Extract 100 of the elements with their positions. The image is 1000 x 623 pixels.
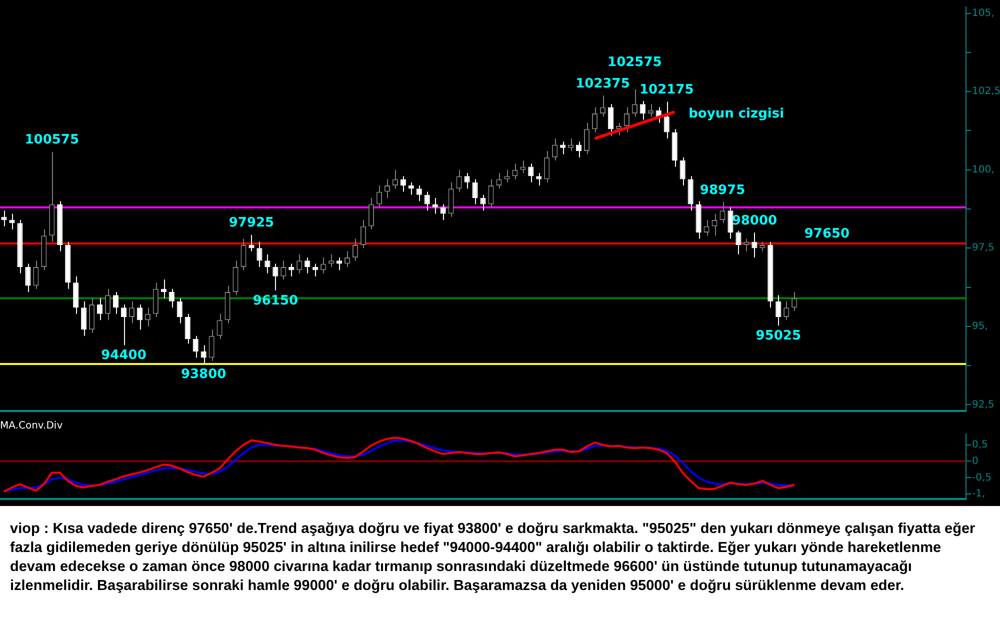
- candlestick: [81, 300, 87, 336]
- candlestick: [584, 122, 590, 155]
- candlestick: [632, 88, 638, 118]
- candlestick: [712, 213, 718, 236]
- candlestick: [552, 138, 558, 161]
- chart-title: MA.Conv.Div: [0, 420, 63, 432]
- candlestick: [128, 300, 135, 324]
- candlestick: [592, 106, 598, 133]
- annotation: 102375: [576, 76, 630, 92]
- candlestick: [144, 307, 150, 327]
- candlestick: [280, 260, 286, 280]
- ref-line-label: 97650: [804, 226, 850, 242]
- candlestick: [200, 344, 206, 365]
- y-tick-label: 92,5: [972, 399, 994, 410]
- candlestick: [1, 210, 7, 227]
- candlestick: [184, 313, 190, 344]
- candlestick: [168, 288, 174, 308]
- candlestick: [320, 257, 326, 274]
- candlestick: [688, 176, 694, 212]
- candlestick: [33, 260, 39, 290]
- candlestick: [752, 232, 758, 258]
- y-tick-label: 102,5: [972, 86, 1000, 98]
- candlestick: [136, 304, 143, 330]
- candlestick: [480, 194, 486, 212]
- candlestick: [328, 254, 334, 268]
- candlestick: [120, 304, 127, 346]
- candlestick: [640, 100, 646, 120]
- candlestick: [736, 230, 742, 255]
- annotation: 93800: [180, 366, 226, 382]
- y-tick-label: 95,: [972, 321, 988, 332]
- candlestick: [376, 185, 382, 208]
- candlestick: [104, 288, 111, 321]
- candlestick: [544, 150, 550, 183]
- candlestick: [456, 169, 462, 192]
- candlestick: [176, 298, 182, 324]
- candlestick: [728, 206, 734, 240]
- candlestick: [440, 204, 446, 220]
- text: viop : Kısa vadede direnç 97650' de.Trend aşağıya doğru ve fiyat 93800' e doğru sarkmakta. "95025" den yukarı dönmeye çalışan fiyatta eğer fazla gidilemeden geriye dönülüp 95025' in altına inilirse hedef "94000-94400" aralığı olabilir o taktirde. Eğer yukarı yönde hareketlenme devam edecekse o zaman önce 98000 civarına kadar tırmanıp sonrasındaki düzeltmede 96600' ün üstünde tutunup tutunamayacağı izlenmelidir. Başarabilirse sonraki hamle 99000' e doğru olabilir. Başaramazsa da yeniden 95000' e doğru sürüklenme devam eder.: [9, 520, 976, 596]
- candlestick: [112, 291, 119, 314]
- candlestick: [240, 238, 246, 271]
- candlestick: [208, 329, 214, 362]
- candlestick: [624, 106, 630, 133]
- candlestick: [192, 335, 198, 358]
- annotation: 102575: [608, 55, 662, 70]
- candlestick: [416, 185, 422, 202]
- candlestick: [680, 156, 686, 186]
- candlestick: [304, 257, 310, 274]
- candlestick: [352, 238, 358, 262]
- y-tick-label: 100,: [972, 164, 994, 176]
- candlestick: [248, 234, 254, 252]
- candlestick: [656, 106, 662, 124]
- candlestick: [256, 241, 262, 268]
- y-tick-label: -1,: [972, 488, 986, 500]
- candlestick: [232, 260, 238, 296]
- candlestick: [792, 291, 798, 312]
- candlestick: [528, 163, 534, 183]
- candlestick: [272, 263, 278, 291]
- annotation: 97925: [228, 216, 274, 231]
- candlestick: [664, 101, 670, 140]
- y-tick-label: 0,5: [972, 439, 988, 450]
- annotation: 98975: [700, 182, 746, 198]
- candlestick: [464, 172, 470, 190]
- y-tick-label: 0: [972, 456, 978, 467]
- candlestick: [496, 172, 502, 190]
- candlestick: [776, 294, 782, 326]
- candlestick: [392, 169, 398, 190]
- y-tick-label: 105,: [972, 8, 994, 19]
- candlestick: [336, 257, 342, 271]
- candlestick: [360, 219, 366, 249]
- candlestick: [472, 178, 478, 205]
- candlestick: [73, 276, 79, 314]
- candlestick: [520, 160, 526, 174]
- candlestick: [216, 313, 222, 340]
- candlestick: [608, 104, 614, 136]
- candlestick: [720, 201, 726, 224]
- candlestick: [488, 178, 494, 208]
- annotation: 98000: [732, 213, 778, 228]
- candlestick: [152, 282, 158, 318]
- candlestick: [9, 213, 15, 230]
- annotation: 94400: [101, 348, 146, 364]
- candlestick: [368, 198, 374, 230]
- candlestick: [296, 254, 302, 274]
- candlestick: [25, 263, 31, 292]
- candlestick: [512, 163, 518, 180]
- y-tick-label: -0,5: [972, 472, 992, 484]
- annotation: 95025: [756, 328, 802, 344]
- candlestick: [448, 182, 454, 218]
- series-label: boyun cizgisi: [688, 106, 784, 122]
- candlestick: [97, 298, 103, 321]
- y-tick-label: 97,5: [972, 242, 994, 254]
- annotation: 96150: [252, 293, 298, 308]
- candlestick: [704, 219, 710, 236]
- candlestick: [400, 176, 406, 192]
- annotation: 102175: [639, 82, 694, 98]
- candlestick: [424, 191, 430, 212]
- annotation: 100575: [24, 132, 80, 148]
- candlestick: [600, 94, 606, 118]
- candlestick: [784, 300, 790, 321]
- candlestick: [89, 298, 95, 334]
- candlestick: [576, 141, 582, 158]
